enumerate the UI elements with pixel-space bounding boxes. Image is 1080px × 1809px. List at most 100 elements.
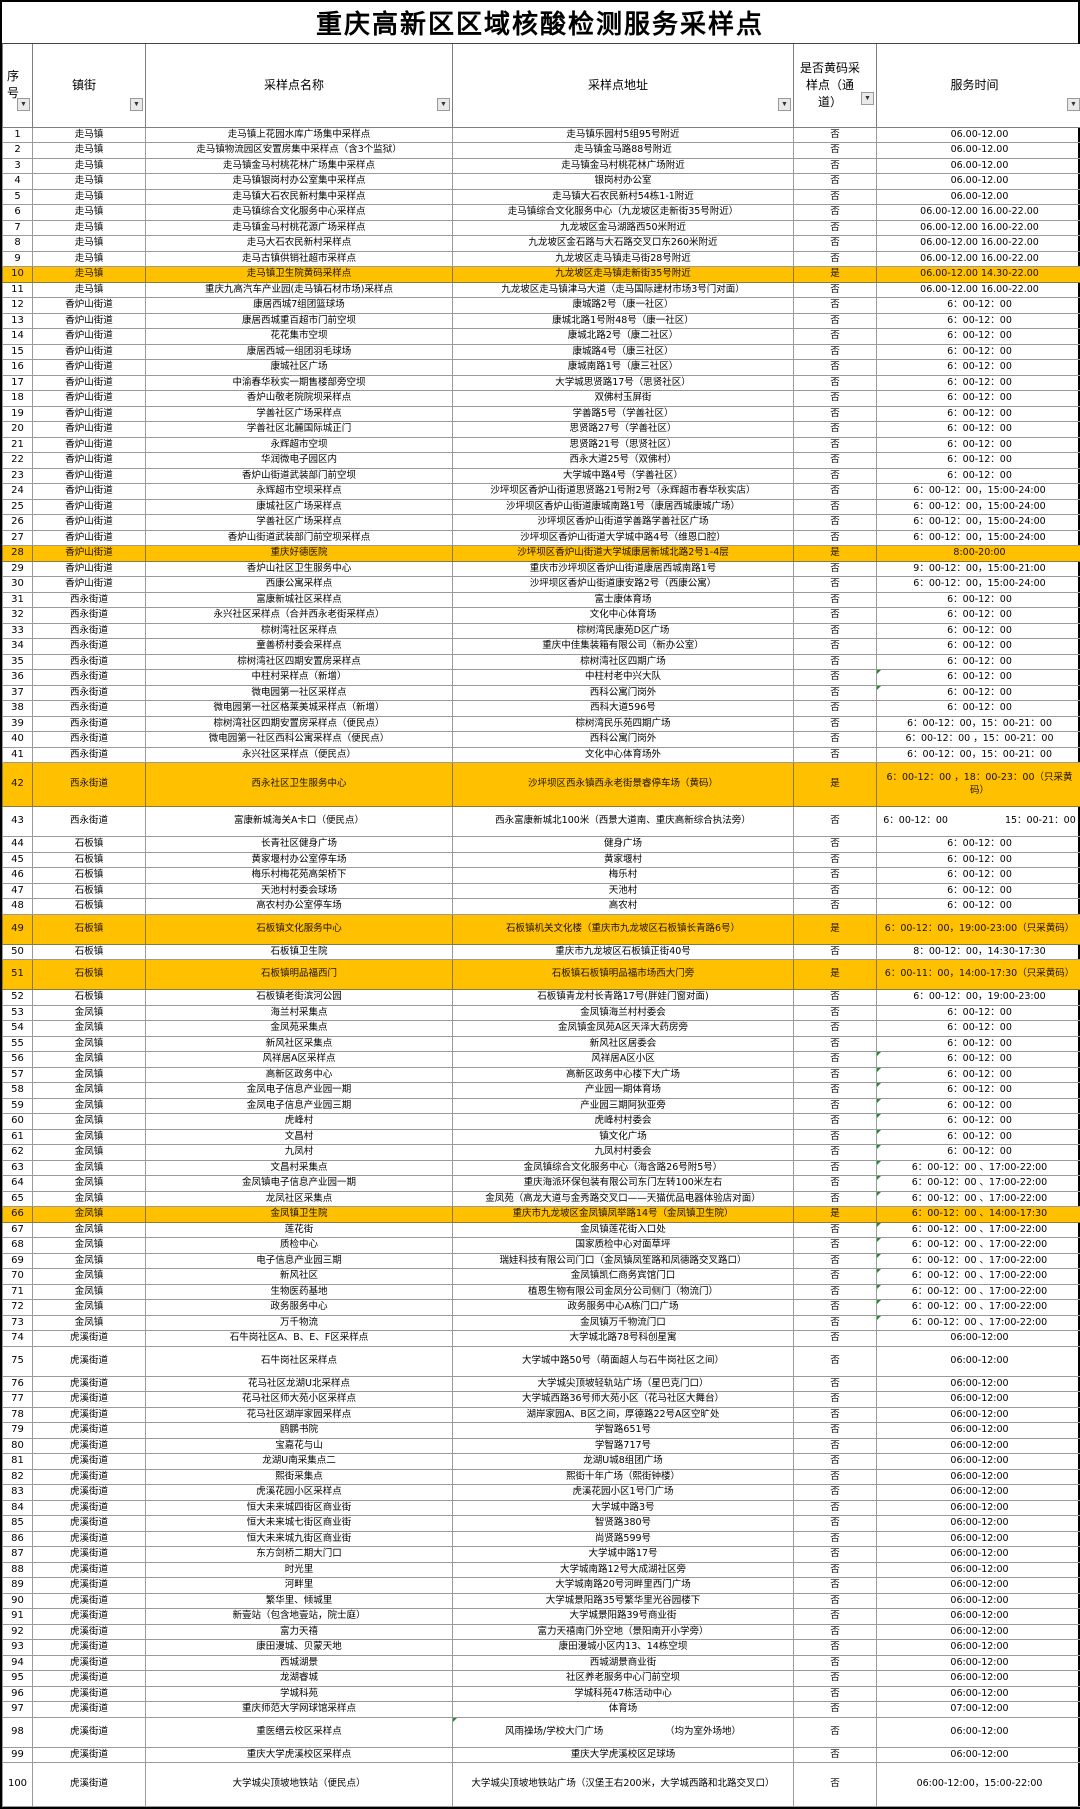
- cell-service-time: 06:00-12:00: [877, 1407, 1080, 1423]
- cell-service-time: 6：00-12：00: [877, 375, 1080, 391]
- cell-site-name: 微电园第一社区西科公寓采样点（便民点）: [146, 732, 453, 748]
- cell-yellow-code: 否: [794, 852, 877, 868]
- cell-town: 虎溪街道: [33, 1593, 146, 1609]
- cell-town: 西永街道: [33, 747, 146, 763]
- cell-service-time: 6：00-12：00: [877, 1098, 1080, 1114]
- filter-dropdown-icon[interactable]: ▼: [861, 92, 874, 105]
- cell-index: 48: [3, 899, 33, 915]
- cell-town: 金凤镇: [33, 1145, 146, 1161]
- cell-service-time: 6：00-12：00: [877, 1036, 1080, 1052]
- cell-address: 西科公寓门岗外: [453, 732, 794, 748]
- cell-yellow-code: 否: [794, 499, 877, 515]
- cell-yellow-code: 是: [794, 546, 877, 562]
- cell-index: 75: [3, 1346, 33, 1376]
- cell-address: 政务服务中心A栋门口广场: [453, 1300, 794, 1316]
- header-address: 采样点地址 ▼: [453, 44, 794, 127]
- cell-town: 走马镇: [33, 282, 146, 298]
- cell-yellow-code: 否: [794, 1005, 877, 1021]
- filter-dropdown-icon[interactable]: ▼: [778, 98, 791, 111]
- cell-town: 金凤镇: [33, 1160, 146, 1176]
- cell-address: 熙街十年广场（熙街钟楼）: [453, 1469, 794, 1485]
- cell-town: 走马镇: [33, 143, 146, 159]
- cell-site-name: 富康新城海关A卡口（便民点）: [146, 807, 453, 837]
- cell-yellow-code: 否: [794, 1407, 877, 1423]
- cell-town: 金凤镇: [33, 1114, 146, 1130]
- cell-index: 42: [3, 763, 33, 807]
- filter-dropdown-icon[interactable]: ▼: [17, 98, 30, 111]
- cell-yellow-code: 否: [794, 639, 877, 655]
- cell-town: 香炉山街道: [33, 422, 146, 438]
- cell-index: 24: [3, 484, 33, 500]
- cell-yellow-code: 否: [794, 282, 877, 298]
- cell-address: 大学城思贤路17号（思贤社区）: [453, 375, 794, 391]
- cell-yellow-code: 否: [794, 437, 877, 453]
- cell-yellow-code: 否: [794, 1640, 877, 1656]
- cell-town: 虎溪街道: [33, 1578, 146, 1594]
- cell-town: 金凤镇: [33, 1036, 146, 1052]
- cell-index: 26: [3, 515, 33, 531]
- cell-index: 83: [3, 1485, 33, 1501]
- cell-service-time: 6：00-12：00: [877, 1005, 1080, 1021]
- cell-address: 健身广场: [453, 837, 794, 853]
- cell-town: 金凤镇: [33, 1098, 146, 1114]
- cell-yellow-code: 否: [794, 1376, 877, 1392]
- cell-site-name: 大学城尖顶坡地铁站（便民点）: [146, 1763, 453, 1807]
- cell-address: 大学城南路12号大成湖社区旁: [453, 1562, 794, 1578]
- cell-service-time: 06.00-12.00 16.00-22.00: [877, 205, 1080, 221]
- cell-town: 金凤镇: [33, 1005, 146, 1021]
- cell-address: 康城北路2号（康二社区）: [453, 329, 794, 345]
- cell-site-name: 走马镇金马村桃花林广场集中采样点: [146, 158, 453, 174]
- cell-site-name: 文昌村: [146, 1129, 453, 1145]
- filter-dropdown-icon[interactable]: ▼: [130, 98, 143, 111]
- cell-service-time: 6：00-12：00 、17:00-22:00: [877, 1160, 1080, 1176]
- cell-address: 重庆海派环保包装有限公司东门左转100米左右: [453, 1176, 794, 1192]
- cell-address: 金凤镇海兰村村委会: [453, 1005, 794, 1021]
- cell-address: 大学城中路17号: [453, 1547, 794, 1563]
- cell-service-time: 6：00-12：00: [877, 391, 1080, 407]
- cell-site-name: 走马镇卫生院黄码采样点: [146, 267, 453, 283]
- cell-site-name: 龙湖U南采集点二: [146, 1454, 453, 1470]
- cell-service-time: 6：00-12：00，15:00-24:00: [877, 577, 1080, 593]
- cell-town: 虎溪街道: [33, 1485, 146, 1501]
- cell-service-time: 06:00-12:00: [877, 1747, 1080, 1763]
- cell-service-time: 6：00-12：00: [877, 639, 1080, 655]
- cell-town: 走马镇: [33, 205, 146, 221]
- cell-site-name: 走马镇大石农民新村集中采样点: [146, 189, 453, 205]
- cell-town: 西永街道: [33, 670, 146, 686]
- cell-site-name: 天池村村委会球场: [146, 883, 453, 899]
- cell-site-name: 新风社区采集点: [146, 1036, 453, 1052]
- cell-yellow-code: 否: [794, 1609, 877, 1625]
- cell-service-time: 6：00-12：00 、17:00-22:00: [877, 1238, 1080, 1254]
- cell-site-name: 康居西城一组团羽毛球场: [146, 344, 453, 360]
- cell-service-time: 6：00-12：00，15:00-24:00: [877, 515, 1080, 531]
- cell-address: 天池村: [453, 883, 794, 899]
- cell-service-time: 06.00-12.00 16.00-22.00: [877, 236, 1080, 252]
- cell-site-name: 金凤镇电子信息产业园一期: [146, 1176, 453, 1192]
- filter-dropdown-icon[interactable]: ▼: [437, 98, 450, 111]
- cell-site-name: 康田漫城、贝蒙天地: [146, 1640, 453, 1656]
- cell-yellow-code: 是: [794, 763, 877, 807]
- cell-yellow-code: 否: [794, 701, 877, 717]
- cell-yellow-code: 否: [794, 685, 877, 701]
- cell-town: 香炉山街道: [33, 515, 146, 531]
- cell-yellow-code: 否: [794, 1469, 877, 1485]
- cell-yellow-code: 否: [794, 298, 877, 314]
- cell-index: 76: [3, 1376, 33, 1392]
- filter-dropdown-icon[interactable]: ▼: [1067, 98, 1080, 111]
- cell-yellow-code: 否: [794, 1300, 877, 1316]
- cell-service-time: 6：00-12：00: [877, 468, 1080, 484]
- cell-index: 16: [3, 360, 33, 376]
